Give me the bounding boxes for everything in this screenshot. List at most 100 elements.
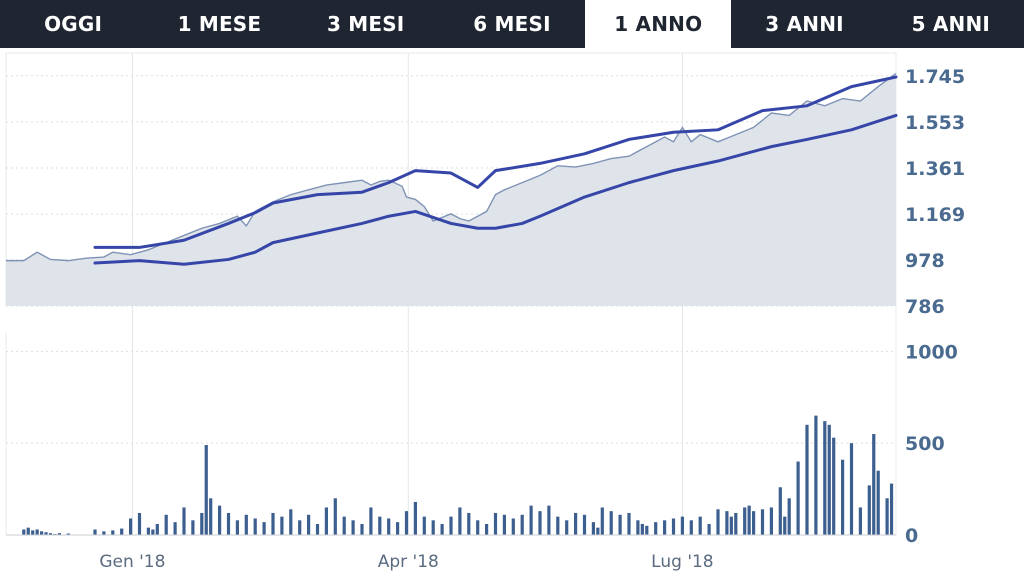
volume-bar [200, 512, 204, 535]
volume-bar [640, 523, 644, 535]
volume-bar [841, 459, 845, 535]
volume-bar [814, 415, 818, 535]
volume-bar [752, 511, 756, 535]
volume-bar [565, 520, 569, 535]
tab-1-mese[interactable]: 1 MESE [177, 12, 262, 36]
volume-bar [476, 520, 480, 535]
tab-3-mesi[interactable]: 3 MESI [326, 12, 405, 36]
volume-bar [645, 525, 649, 535]
stock-chart: 1.745 1.553 1.361 1.169 978 786 1000 500 0 Gen '1… [5, 52, 965, 572]
volume-bar [378, 516, 382, 535]
volume-bar [315, 523, 320, 535]
volume-bar [244, 514, 248, 535]
volume-bar [654, 522, 658, 535]
volume-bar [137, 512, 142, 535]
price-y-tick-label: 978 [905, 250, 945, 272]
volume-bar [582, 514, 587, 535]
tab-1-anno[interactable]: 1 ANNO [585, 0, 732, 48]
volume-bar [129, 518, 133, 535]
volume-bar [164, 514, 168, 535]
volume-bar [146, 527, 150, 535]
tab-3-anni[interactable]: 3 ANNI [765, 12, 844, 36]
volume-bar [218, 505, 222, 535]
volume-bar [538, 511, 542, 535]
volume-bar [422, 516, 426, 535]
volume-bar [734, 512, 738, 535]
volume-bar [351, 520, 355, 535]
lower-band-line [93, 113, 898, 266]
volume-bar [93, 529, 97, 535]
volume-bar [271, 512, 275, 535]
volume-bar [182, 507, 186, 535]
volume-bar [600, 507, 604, 535]
volume-bar [556, 516, 560, 535]
volume-bar [40, 531, 44, 535]
volume-bar [151, 529, 155, 535]
volume-bar [66, 533, 70, 535]
volume-bar [342, 516, 346, 535]
volume-bar [707, 523, 711, 535]
volume-bar [387, 518, 391, 535]
volume-bar [404, 511, 409, 535]
volume-bar [57, 533, 61, 535]
volume-bar [449, 516, 453, 535]
volume-bar [636, 520, 640, 535]
volume-bar [729, 516, 733, 535]
volume-bar [324, 507, 328, 535]
price-area [6, 73, 896, 306]
volume-bar [396, 522, 400, 535]
volume-bar [858, 507, 862, 535]
volume-bar [574, 512, 578, 535]
volume-bar [204, 445, 208, 535]
volume-bar [743, 507, 747, 535]
volume-bar [747, 505, 751, 535]
volume-bar [191, 520, 195, 535]
volume-bar [783, 516, 787, 535]
volume-bar [596, 527, 600, 535]
volume-bar [796, 461, 800, 535]
volume-bar [876, 470, 880, 535]
volume-bar [22, 529, 26, 535]
volume-bar [173, 522, 177, 535]
volume-bar [298, 520, 302, 535]
price-y-tick-label: 786 [905, 296, 945, 318]
price-y-tick-label: 1.553 [905, 112, 965, 134]
volume-bar [832, 437, 836, 535]
volume-bar [155, 523, 159, 535]
volume-bar [209, 498, 213, 535]
volume-bar [889, 483, 894, 535]
price-y-tick-label: 1.169 [905, 204, 965, 226]
volume-bar [689, 520, 693, 535]
volume-bar [307, 514, 311, 535]
tab-oggi[interactable]: OGGI [44, 12, 103, 36]
volume-bar [823, 421, 827, 535]
volume-bar [226, 512, 231, 535]
volume-bar [872, 434, 876, 535]
volume-bar [867, 485, 871, 535]
price-y-tick-label: 1.745 [905, 66, 965, 88]
volume-bar [609, 511, 613, 535]
volume-bar [333, 498, 337, 535]
volume-bar [458, 507, 462, 535]
volume-bar [289, 509, 293, 535]
volume-bar [725, 511, 729, 535]
volume-bar [618, 514, 622, 535]
volume-bar [253, 518, 257, 535]
volume-bar [48, 533, 53, 535]
volume-y-tick-label: 0 [905, 525, 918, 547]
volume-bar [591, 522, 595, 535]
volume-bar [262, 522, 266, 535]
volume-bar [26, 527, 30, 535]
volume-bar [787, 498, 791, 535]
volume-bar [529, 505, 533, 535]
volume-bar [671, 518, 676, 535]
volume-bar [280, 516, 284, 535]
tab-5-anni[interactable]: 5 ANNI [911, 12, 991, 36]
volume-y-tick-label: 1000 [905, 341, 958, 363]
tab-6-mesi[interactable]: 6 MESI [473, 12, 551, 36]
volume-bar [502, 514, 506, 535]
volume-bar [35, 529, 39, 535]
volume-bar [235, 520, 239, 535]
volume-bar [827, 424, 831, 535]
price-line [6, 72, 897, 262]
